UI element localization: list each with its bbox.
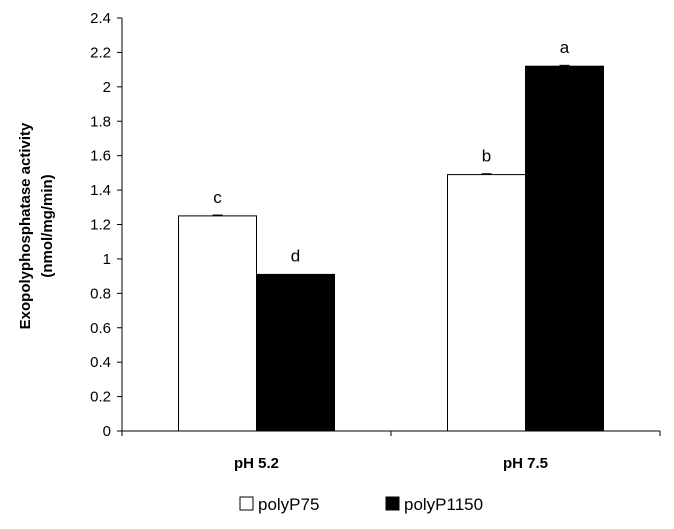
y-tick-label: 0	[103, 423, 111, 440]
y-tick-label: 2	[103, 79, 111, 96]
data-label: d	[291, 246, 300, 265]
y-tick-label: 2.2	[90, 44, 111, 61]
data-label: a	[560, 38, 570, 57]
y-tick-label: 1	[103, 251, 111, 268]
y-tick-label: 2.4	[90, 10, 111, 27]
y-axis-title: Exopolyphosphatase activity (nmol/mg/min…	[17, 122, 56, 329]
legend: polyP75 polyP1150	[239, 495, 483, 514]
legend-swatch-polyp75	[239, 496, 254, 511]
legend-swatch-polyp1150	[385, 496, 400, 511]
y-tick-label: 1.2	[90, 217, 111, 234]
bar-polyp1150-1	[525, 65, 604, 432]
x-tick-label: pH 5.2	[234, 455, 279, 472]
y-tick-label: 1.4	[90, 182, 111, 199]
y-tick-label: 0.2	[90, 389, 111, 406]
y-tick-label: 0.4	[90, 354, 111, 371]
x-tick-label: pH 7.5	[503, 455, 548, 472]
data-label: b	[482, 147, 491, 166]
y-tick-label: 0.8	[90, 285, 111, 302]
legend-label-polyp1150: polyP1150	[404, 495, 483, 514]
bar-polyp75-0	[178, 215, 257, 432]
data-label: c	[213, 188, 222, 207]
legend-label-polyp75: polyP75	[258, 495, 319, 514]
y-tick-label: 0.6	[90, 320, 111, 337]
y-axis-title-line1: Exopolyphosphatase activity	[17, 122, 34, 329]
bar-polyp1150-0	[256, 273, 335, 432]
bar-polyp75-1	[447, 174, 526, 432]
y-axis-title-line2: (nmol/mg/min)	[39, 174, 56, 277]
y-tick-label: 1.8	[90, 113, 111, 130]
y-tick-label: 1.6	[90, 148, 111, 165]
plot-area: 0 0.2 0.4 0.6 0.8 1 1.2 1.4 1.6 1.8 2 2.2 2.4 pH 5.2 c…	[90, 10, 661, 472]
